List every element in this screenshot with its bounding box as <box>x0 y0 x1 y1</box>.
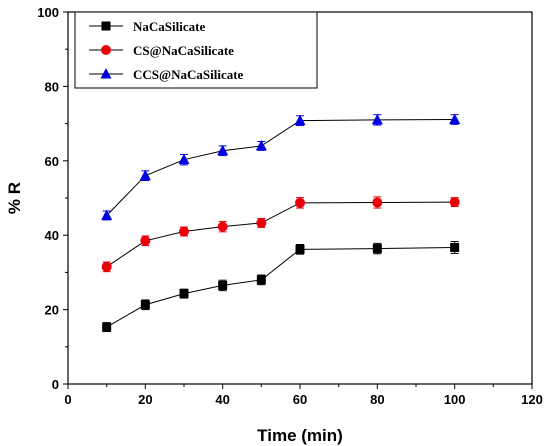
data-point <box>101 261 112 272</box>
data-point <box>140 300 150 310</box>
data-point <box>371 113 383 125</box>
data-point <box>255 139 267 151</box>
x-tick-label: 40 <box>215 392 229 407</box>
data-point <box>450 242 460 252</box>
data-point <box>218 280 228 290</box>
y-tick-label: 80 <box>45 79 59 94</box>
legend-label: CS@NaCaSilicate <box>133 43 234 58</box>
data-point <box>217 221 228 232</box>
legend-label: NaCaSilicate <box>133 19 205 34</box>
data-point <box>217 144 229 156</box>
series-line <box>106 119 455 216</box>
data-point <box>295 244 305 254</box>
legend-marker <box>101 21 111 31</box>
data-point <box>179 226 189 237</box>
series-CS@NaCaSilicate <box>101 196 460 273</box>
data-point <box>294 114 306 126</box>
x-axis-label: Time (min) <box>257 426 343 445</box>
legend-marker <box>100 68 112 79</box>
data-point <box>101 209 113 220</box>
series-line <box>106 201 455 268</box>
x-tick-label: 20 <box>138 392 152 407</box>
data-point <box>256 217 267 228</box>
y-tick-label: 100 <box>37 5 59 20</box>
data-point <box>256 275 266 285</box>
data-point <box>140 235 151 246</box>
series-line <box>106 246 455 328</box>
y-tick-label: 60 <box>45 154 59 169</box>
x-tick-label: 0 <box>64 392 71 407</box>
data-point <box>449 197 460 208</box>
data-point <box>179 289 189 299</box>
ticks: 0 20 40 60 80 100 120 0 20 40 60 80 100 <box>37 5 543 407</box>
legend-marker <box>101 45 111 55</box>
y-tick-label: 40 <box>45 228 59 243</box>
data-point <box>372 197 383 208</box>
series-NaCaSilicate <box>102 241 460 333</box>
x-tick-label: 60 <box>293 392 307 407</box>
x-tick-label: 80 <box>370 392 384 407</box>
y-axis-label: % R <box>5 182 24 214</box>
data-point <box>295 197 305 208</box>
legend: NaCaSilicate CS@NaCaSilicate CCS@NaCaSilic… <box>74 11 318 89</box>
data-point <box>178 153 190 165</box>
y-tick-label: 0 <box>52 377 59 392</box>
series-CCS@NaCaSilicate <box>101 113 461 221</box>
data-point <box>139 169 151 181</box>
data-point <box>372 244 382 254</box>
data-point <box>449 113 461 125</box>
y-tick-label: 20 <box>45 303 59 318</box>
x-tick-label: 120 <box>521 392 543 407</box>
legend-label: CCS@NaCaSilicate <box>133 67 244 82</box>
x-tick-label: 100 <box>444 392 466 407</box>
data-point <box>102 322 112 332</box>
plot-area <box>101 113 461 333</box>
